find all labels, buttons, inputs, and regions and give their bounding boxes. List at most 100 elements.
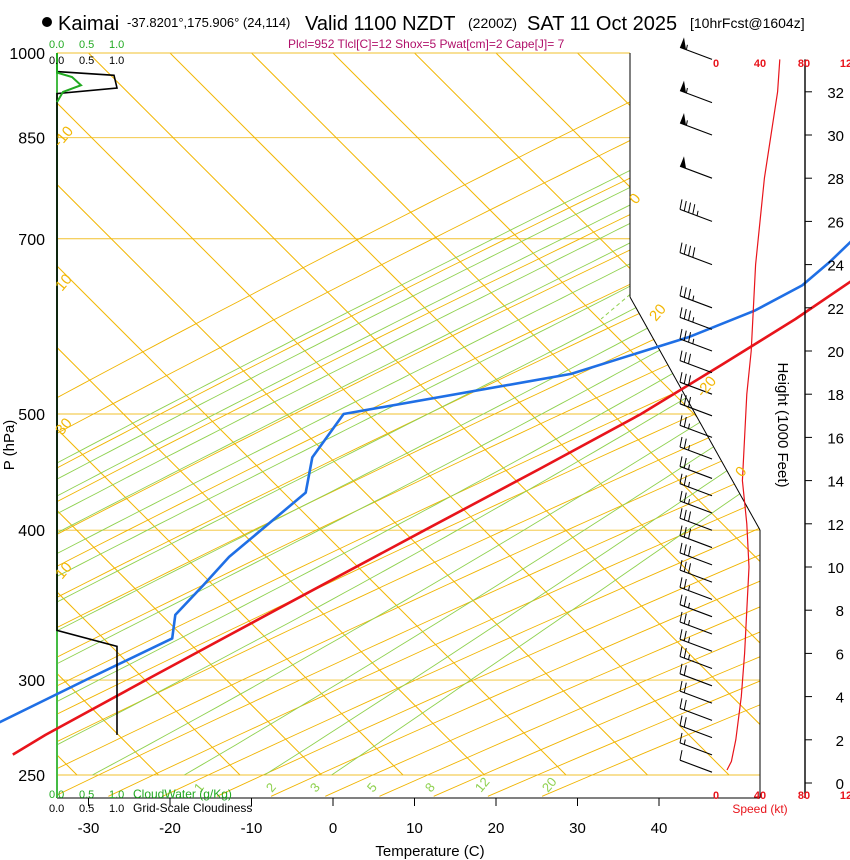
wind-barb-half bbox=[685, 44, 688, 50]
temperature-tick-label: -20 bbox=[159, 820, 181, 837]
wind-barb-full bbox=[683, 416, 687, 428]
wind-barb-half bbox=[688, 445, 691, 451]
wind-barb-staff bbox=[679, 742, 713, 756]
height-tick-label: 10 bbox=[827, 560, 844, 577]
wind-barb-full bbox=[683, 475, 687, 486]
moist-adiabat bbox=[57, 53, 760, 776]
wind-barb-full bbox=[683, 200, 687, 212]
height-tick-label: 8 bbox=[836, 603, 844, 620]
isotherm-line bbox=[332, 53, 760, 776]
isotherm-label: 0 bbox=[732, 463, 750, 480]
wind-barb-full bbox=[683, 395, 687, 406]
dry-adiabat bbox=[57, 53, 760, 797]
wind-barb-full bbox=[683, 457, 687, 469]
isotherm-line bbox=[57, 53, 567, 776]
wind-barb-staff bbox=[679, 165, 713, 179]
cloudiness-scale-top: 0.5 bbox=[79, 55, 94, 67]
pressure-tick-label: 700 bbox=[18, 232, 45, 249]
sounding-parameters: Plcl=952 Tlcl[C]=12 Shox=5 Pwat[cm]=2 Ca… bbox=[288, 37, 565, 51]
moist-adiabat bbox=[57, 53, 760, 776]
isotherm-label: 0 bbox=[626, 190, 644, 207]
moist-adiabat bbox=[57, 53, 760, 776]
mixing-ratio-label: 12 bbox=[472, 774, 493, 795]
wind-barb-full bbox=[683, 717, 687, 728]
wind-barb-half bbox=[692, 295, 695, 301]
isotherm-label: 20 bbox=[646, 301, 670, 325]
wind-barb-half bbox=[688, 499, 691, 505]
wind-barb-half bbox=[688, 602, 691, 608]
wind-barb-full bbox=[679, 285, 683, 296]
wind-barb-half bbox=[688, 585, 691, 591]
wind-barb-full bbox=[679, 307, 683, 318]
isotherm-line bbox=[88, 53, 760, 776]
moist-adiabat bbox=[92, 53, 760, 776]
pressure-tick-label: 300 bbox=[18, 673, 45, 690]
wind-barb-full bbox=[683, 630, 687, 641]
wind-barb bbox=[679, 715, 713, 739]
wind-barb-full bbox=[683, 308, 687, 320]
isotherm-line bbox=[57, 53, 648, 776]
wind-barb-staff bbox=[679, 252, 713, 266]
wind-barb-full bbox=[679, 473, 683, 484]
wind-barb-staff bbox=[679, 621, 713, 635]
wind-barb-full bbox=[683, 244, 687, 255]
wind-barb-full bbox=[679, 577, 683, 588]
pressure-tick-label: 400 bbox=[18, 523, 45, 540]
temperature-tick-label: 0 bbox=[329, 820, 337, 837]
wind-barb-staff bbox=[679, 656, 713, 670]
wind-barb-half bbox=[688, 654, 691, 660]
wind-barb-full bbox=[679, 629, 683, 640]
wind-barb-half bbox=[683, 739, 686, 745]
pressure-tick-label: 250 bbox=[18, 768, 45, 785]
wind-speed-line bbox=[726, 59, 781, 771]
wind-barb-staff bbox=[679, 316, 713, 330]
moist-adiabat bbox=[264, 53, 760, 776]
temperature-line bbox=[12, 280, 850, 756]
wind-barb-staff bbox=[679, 707, 713, 721]
isotherm-line bbox=[414, 53, 760, 776]
wind-barb bbox=[679, 285, 713, 309]
isotherm-line bbox=[495, 53, 760, 776]
isotherm-line bbox=[57, 53, 485, 776]
height-tick-label: 12 bbox=[827, 517, 844, 534]
wind-barb-full bbox=[679, 490, 683, 502]
cloudwater-scale-top: 0.5 bbox=[79, 39, 94, 51]
speed-tick-top: 0 bbox=[713, 58, 719, 70]
wind-barb bbox=[679, 542, 713, 566]
temperature-tick-label: 10 bbox=[406, 820, 423, 837]
cloudwater-scale-top: 0.0 bbox=[49, 39, 64, 51]
moist-adiabat bbox=[57, 53, 760, 776]
wind-barb-staff bbox=[679, 604, 713, 618]
temperature-tick-label: 40 bbox=[651, 820, 668, 837]
wind-barb-full bbox=[679, 415, 683, 426]
grid-lines bbox=[57, 53, 760, 797]
pressure-tick-label: 850 bbox=[18, 131, 45, 148]
x-axis-title: Temperature (C) bbox=[375, 843, 484, 860]
mixing-ratio-label: 2 bbox=[263, 780, 279, 795]
mixing-ratio-line bbox=[666, 53, 760, 320]
wind-barb-half bbox=[696, 210, 699, 216]
dry-adiabat bbox=[541, 53, 760, 797]
wind-barb-staff bbox=[679, 424, 713, 438]
wind-barb-full bbox=[683, 544, 687, 555]
wind-barb-full bbox=[679, 508, 683, 519]
wind-barb-full bbox=[683, 665, 687, 676]
height-tick-label: 4 bbox=[836, 690, 844, 707]
height-tick-label: 28 bbox=[827, 171, 844, 188]
wind-barb-full bbox=[683, 561, 687, 572]
wind-barb-full bbox=[683, 438, 687, 449]
temperature-tick-label: 20 bbox=[488, 820, 505, 837]
wind-barb-full bbox=[679, 611, 683, 623]
cloudiness-line bbox=[56, 53, 118, 735]
speed-tick-bottom: 12 bbox=[840, 790, 850, 802]
wind-barb-full bbox=[679, 750, 683, 761]
wind-barb-full bbox=[683, 352, 687, 363]
mixing-ratio-label: 20 bbox=[539, 774, 560, 795]
temperature-tick-label: -10 bbox=[241, 820, 263, 837]
wind-barb-full bbox=[683, 682, 687, 693]
wind-panel bbox=[679, 37, 812, 798]
height-tick-label: 26 bbox=[827, 214, 844, 231]
moist-adiabat bbox=[57, 53, 760, 776]
background-grid bbox=[56, 52, 761, 799]
moist-adiabat bbox=[57, 53, 760, 776]
